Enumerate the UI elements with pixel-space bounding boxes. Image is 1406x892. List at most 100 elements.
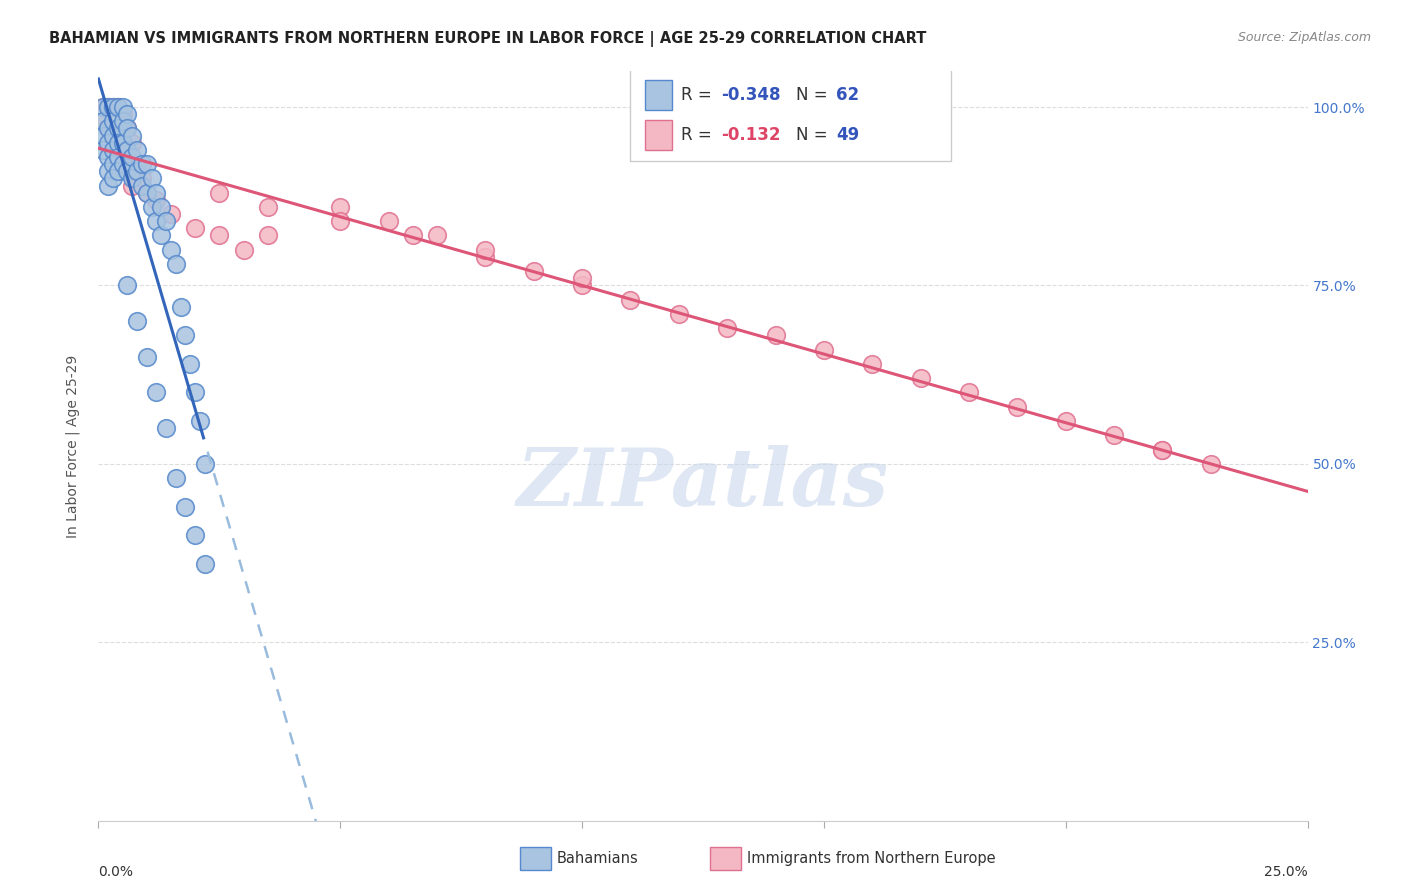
Point [107, 121, 129, 136]
Point [91, 114, 114, 128]
Point [127, 143, 149, 157]
Point [256, 228, 278, 243]
Point [107, 150, 129, 164]
Text: N =: N = [796, 126, 832, 144]
Point [101, 171, 124, 186]
Point [150, 200, 173, 214]
Point [91, 128, 114, 143]
Text: Source: ZipAtlas.com: Source: ZipAtlas.com [1237, 31, 1371, 45]
Point [184, 528, 207, 542]
Point [150, 228, 173, 243]
Text: 49: 49 [837, 126, 859, 144]
Point [155, 214, 177, 228]
Point [127, 314, 149, 328]
Point [131, 157, 153, 171]
Point [107, 136, 129, 150]
Point [97, 150, 120, 164]
Point [232, 243, 254, 257]
Point [571, 278, 593, 293]
Point [117, 121, 139, 136]
Point [184, 221, 207, 235]
Point [169, 300, 191, 314]
Point [107, 100, 129, 114]
Point [194, 457, 217, 471]
Point [194, 557, 217, 571]
Point [571, 271, 593, 285]
Text: ZIPatlas: ZIPatlas [517, 445, 889, 522]
Point [97, 121, 120, 136]
Text: R =: R = [682, 86, 717, 103]
Y-axis label: In Labor Force | Age 25-29: In Labor Force | Age 25-29 [65, 354, 80, 538]
Point [145, 186, 167, 200]
Point [121, 150, 143, 164]
Point [716, 321, 738, 335]
Text: Immigrants from Northern Europe: Immigrants from Northern Europe [747, 852, 995, 866]
Point [377, 214, 399, 228]
Point [145, 193, 167, 207]
Point [111, 100, 134, 114]
Point [101, 128, 124, 143]
Point [91, 143, 114, 157]
Point [179, 357, 201, 371]
Point [91, 100, 114, 114]
Point [121, 136, 143, 150]
Point [101, 128, 124, 143]
Point [107, 100, 129, 114]
Point [1152, 442, 1174, 457]
Point [97, 178, 120, 193]
Point [165, 471, 187, 485]
Point [402, 228, 425, 243]
Point [1199, 457, 1222, 471]
Point [1102, 428, 1125, 442]
Text: N =: N = [796, 86, 832, 103]
Point [813, 343, 835, 357]
Point [97, 136, 120, 150]
Point [474, 243, 496, 257]
Text: -0.348: -0.348 [721, 86, 780, 103]
Point [256, 200, 278, 214]
Point [1152, 442, 1174, 457]
Point [145, 385, 167, 400]
Point [131, 171, 153, 186]
Point [101, 100, 124, 114]
Text: 0.0%: 0.0% [98, 865, 134, 880]
Point [101, 143, 124, 157]
Point [91, 114, 114, 128]
Point [188, 414, 211, 428]
FancyBboxPatch shape [630, 68, 950, 161]
Point [135, 157, 157, 171]
Point [121, 178, 143, 193]
Text: BAHAMIAN VS IMMIGRANTS FROM NORTHERN EUROPE IN LABOR FORCE | AGE 25-29 CORRELATI: BAHAMIAN VS IMMIGRANTS FROM NORTHERN EUR… [49, 31, 927, 47]
Point [957, 385, 980, 400]
Point [117, 107, 139, 121]
Point [97, 100, 120, 114]
Point [174, 328, 197, 343]
Point [474, 250, 496, 264]
Point [160, 207, 183, 221]
Point [184, 385, 207, 400]
Point [111, 150, 134, 164]
Point [668, 307, 690, 321]
Point [208, 186, 231, 200]
Point [97, 100, 120, 114]
Point [131, 178, 153, 193]
Point [121, 128, 143, 143]
Point [174, 500, 197, 514]
Point [329, 214, 352, 228]
Point [1007, 400, 1029, 414]
Point [117, 121, 139, 136]
Point [523, 264, 546, 278]
Point [426, 228, 449, 243]
Point [619, 293, 641, 307]
Text: 25.0%: 25.0% [1264, 865, 1308, 880]
Point [145, 214, 167, 228]
Point [97, 164, 120, 178]
Point [111, 136, 134, 150]
Text: -0.132: -0.132 [721, 126, 780, 144]
Point [135, 186, 157, 200]
Point [117, 164, 139, 178]
Point [111, 107, 134, 121]
Point [165, 257, 187, 271]
Point [135, 186, 157, 200]
Point [117, 164, 139, 178]
